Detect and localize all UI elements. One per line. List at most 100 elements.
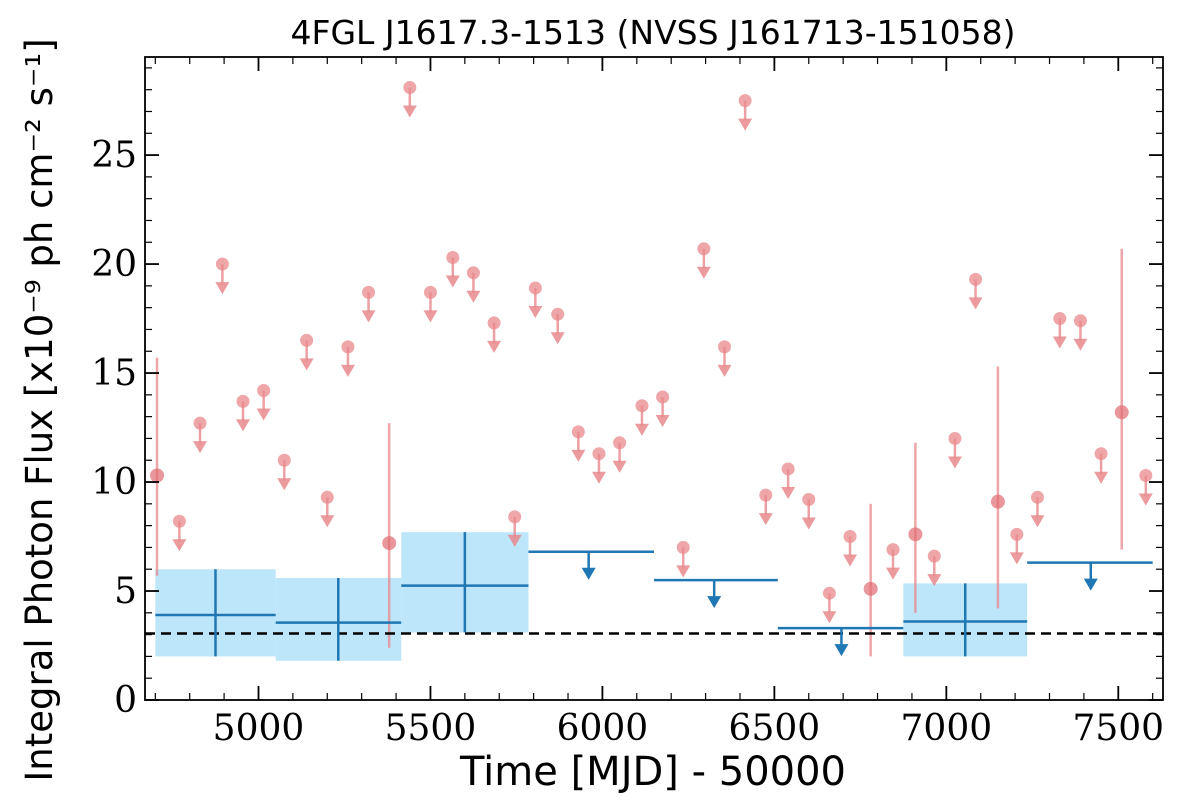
fine-bin-upper-limit-point: [423, 285, 437, 299]
y-tick-label: 20: [91, 244, 137, 285]
fine-bin-upper-limit-arrow: [277, 478, 292, 491]
fine-bin-upper-limit-arrow: [299, 358, 314, 371]
fine-bin-upper-limit-point: [215, 257, 229, 271]
fine-bin-upper-limit-arrow: [591, 471, 606, 484]
x-axis-label: Time [MJD] - 50000: [459, 749, 846, 795]
x-tick-label: 6000: [557, 708, 649, 749]
coarse-bin-upper-limit-arrow: [834, 644, 849, 657]
fine-bin-upper-limit-point: [1010, 527, 1024, 541]
x-tick-label: 7000: [901, 708, 993, 749]
fine-bin-upper-limit-arrow: [781, 486, 796, 499]
fine-bin-upper-limit-arrow: [550, 332, 565, 345]
fine-bin-upper-limit-arrow: [822, 611, 837, 624]
y-tick-label: 15: [91, 353, 137, 394]
fine-bin-point: [990, 494, 1005, 509]
fine-bin-upper-limit-point: [466, 266, 480, 280]
fine-bin-upper-limit-point: [759, 488, 773, 502]
chart-title: 4FGL J1617.3-1513 (NVSS J161713-151058): [291, 13, 1016, 52]
fine-bin-upper-limit-point: [886, 543, 900, 557]
fine-bin-upper-limit-arrow: [256, 408, 271, 421]
y-tick-label: 5: [114, 571, 137, 612]
fine-bin-upper-limit-point: [257, 383, 271, 397]
fine-bin-series: [150, 81, 1153, 657]
y-tick-label: 25: [91, 135, 137, 176]
fine-bin-upper-limit-point: [446, 251, 460, 265]
fine-bin-upper-limit-point: [341, 340, 355, 354]
fine-bin-upper-limit-arrow: [193, 441, 208, 454]
fine-bin-upper-limit-point: [676, 540, 690, 554]
fine-bin-upper-limit-point: [508, 510, 522, 524]
fine-bin-upper-limit-point: [193, 416, 207, 430]
fine-bin-upper-limit-point: [487, 316, 501, 330]
fine-bin-upper-limit-point: [551, 307, 565, 321]
fine-bin-upper-limit-point: [927, 549, 941, 563]
fine-bin-point: [382, 536, 397, 551]
fine-bin-upper-limit-arrow: [507, 534, 522, 547]
coarse-bin-upper-limit-arrow: [581, 567, 596, 580]
fine-bin-upper-limit-point: [528, 281, 542, 295]
fine-bin-upper-limit-point: [822, 586, 836, 600]
fine-bin-upper-limit-arrow: [717, 364, 732, 377]
fine-bin-upper-limit-arrow: [361, 310, 376, 323]
fine-bin-upper-limit-arrow: [172, 539, 187, 552]
fine-bin-upper-limit-point: [948, 431, 962, 445]
fine-bin-upper-limit-arrow: [466, 290, 481, 303]
fine-bin-upper-limit-arrow: [947, 456, 962, 469]
y-tick-label: 10: [91, 462, 137, 503]
fine-bin-upper-limit-arrow: [215, 282, 230, 295]
fine-bin-upper-limit-point: [1073, 314, 1087, 328]
fine-bin-point: [150, 468, 165, 483]
fine-bin-upper-limit-arrow: [340, 364, 355, 377]
fine-bin-upper-limit-arrow: [843, 554, 858, 567]
fine-bin-upper-limit-arrow: [571, 449, 586, 462]
fine-bin-upper-limit-point: [592, 447, 606, 461]
fine-bin-upper-limit-arrow: [758, 513, 773, 526]
fine-bin-upper-limit-point: [718, 340, 732, 354]
fine-bin-upper-limit-point: [969, 272, 983, 286]
plot-frame: [144, 56, 1164, 701]
fine-bin-upper-limit-arrow: [1138, 493, 1153, 506]
fine-bin-upper-limit-point: [1094, 447, 1108, 461]
fine-bin-upper-limit-arrow: [528, 306, 543, 319]
fine-bin-upper-limit-arrow: [1073, 338, 1088, 351]
fine-bin-upper-limit-arrow: [487, 340, 502, 353]
fine-bin-upper-limit-arrow: [612, 460, 627, 473]
fine-bin-upper-limit-point: [635, 399, 649, 413]
fine-bin-upper-limit-arrow: [1094, 471, 1109, 484]
fine-bin-upper-limit-arrow: [236, 419, 251, 432]
fine-bin-upper-limit-point: [172, 514, 186, 528]
fine-bin-upper-limit-arrow: [738, 118, 753, 131]
axes: 5000 5500 6000 6500 7000 7500 0 5 10 15 20 25: [91, 56, 1164, 749]
fine-bin-upper-limit-arrow: [445, 275, 460, 288]
fine-bin-upper-limit-arrow: [696, 266, 711, 279]
fine-bin-upper-limit-point: [277, 453, 291, 467]
fine-bin-upper-limit-point: [320, 490, 334, 504]
fine-bin-upper-limit-point: [300, 333, 314, 347]
fine-bin-upper-limit-point: [656, 390, 670, 404]
fine-bin-upper-limit-arrow: [1052, 336, 1067, 349]
fine-bin-upper-limit-arrow: [1030, 515, 1045, 528]
coarse-bin-series: [155, 532, 1153, 661]
coarse-bin-upper-limit-arrow: [1083, 578, 1098, 591]
fine-bin-upper-limit-arrow: [634, 423, 649, 436]
x-tick-label: 5500: [385, 708, 477, 749]
fine-bin-upper-limit-point: [802, 492, 816, 506]
fine-bin-upper-limit-arrow: [1009, 552, 1024, 565]
fine-bin-upper-limit-point: [1030, 490, 1044, 504]
x-tick-label: 7500: [1072, 708, 1164, 749]
fine-bin-upper-limit-arrow: [655, 415, 670, 428]
fine-bin-point: [1114, 405, 1129, 420]
x-tick-label: 6500: [729, 708, 821, 749]
fine-bin-upper-limit-point: [1139, 468, 1153, 482]
fine-bin-upper-limit-point: [1053, 312, 1067, 326]
fine-bin-upper-limit-point: [781, 462, 795, 476]
fine-bin-upper-limit-arrow: [320, 515, 335, 528]
fine-bin-upper-limit-point: [697, 242, 711, 256]
fine-bin-upper-limit-arrow: [402, 105, 417, 118]
x-tick-label: 5000: [213, 708, 305, 749]
fine-bin-upper-limit-arrow: [927, 574, 942, 587]
fine-bin-upper-limit-point: [236, 394, 250, 408]
coarse-bin-upper-limit-arrow: [707, 596, 722, 609]
fine-bin-upper-limit-arrow: [801, 517, 816, 530]
